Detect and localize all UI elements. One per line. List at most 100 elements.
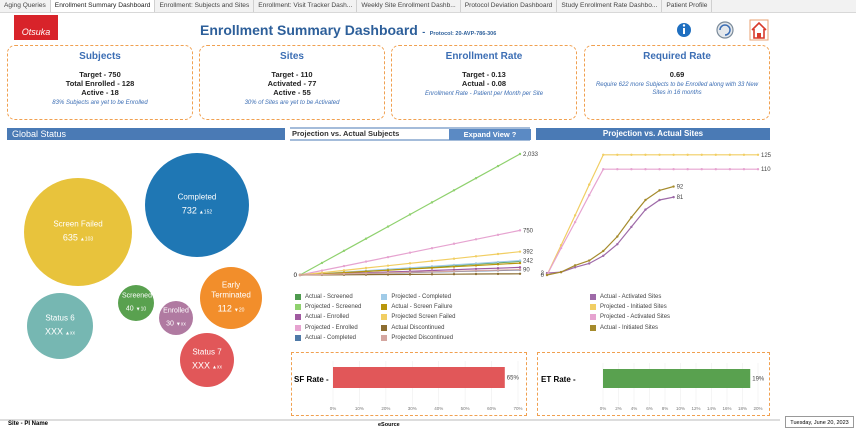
tab[interactable]: Patient Profile — [662, 0, 713, 12]
chart-title: Projection vs. Actual Sites — [536, 128, 770, 140]
bubble-change: ▼20 — [233, 307, 245, 314]
point — [342, 269, 346, 272]
card-line: Target - 750 — [79, 70, 121, 79]
data-label: 0 — [294, 273, 298, 279]
kpi-card: Enrollment Rate Target - 0.13 Actual - 0.0… — [391, 45, 577, 120]
point — [672, 185, 675, 188]
point — [496, 263, 500, 266]
point — [518, 259, 522, 262]
bubble-value-row: 40 ▼10 — [122, 305, 150, 315]
kpi-card: Sites Target - 110 Activated - 77 Active - … — [199, 45, 385, 120]
point — [452, 265, 456, 268]
point — [408, 213, 412, 216]
bubble-name: Status 6 — [45, 313, 75, 323]
point — [658, 198, 661, 202]
point — [452, 270, 456, 273]
point — [644, 168, 647, 171]
expand-view-button[interactable]: Expand View ? — [449, 129, 531, 140]
point — [658, 168, 661, 171]
card-line: Target - 110 — [271, 70, 313, 79]
data-label: 65% — [507, 376, 520, 382]
point — [588, 259, 591, 262]
point — [616, 235, 619, 238]
point — [616, 153, 619, 157]
point — [559, 246, 563, 250]
point — [496, 260, 500, 264]
bubble-value-row: 112 ▼20 — [204, 304, 258, 316]
bubble-value-row: 30 ▼xx — [163, 320, 189, 330]
point — [602, 254, 605, 257]
point — [588, 183, 591, 186]
card-line: Actual - 0.08 — [461, 79, 507, 88]
point — [672, 153, 675, 157]
legend-item: Actual Discontinued — [381, 323, 455, 333]
tab[interactable]: Protocol Deviation Dashboard — [461, 0, 558, 12]
point — [518, 229, 522, 232]
bubble-change: ▲152 — [198, 209, 213, 216]
data-label: 0 — [294, 273, 298, 279]
point — [474, 267, 478, 271]
legend-label: Projected - Initiated Sites — [600, 304, 667, 311]
tab[interactable]: Weekly Site Enrollment Dashb... — [357, 0, 461, 12]
point — [386, 264, 390, 267]
card-note: Enrollment Rate - Patient per Month per … — [424, 91, 544, 97]
legend-swatch — [590, 324, 596, 331]
point — [320, 261, 324, 265]
point — [430, 270, 434, 273]
legend: Actual - Screened Projected - Screened Act… — [295, 292, 455, 343]
data-label: 2 — [541, 271, 545, 277]
bubble-name: Completed — [177, 192, 217, 202]
point — [686, 153, 689, 157]
bubble — [145, 153, 249, 257]
point — [474, 177, 478, 180]
bubble-value-row: 635 ▲103 — [28, 233, 128, 245]
legend-label: Actual - Screen Failure — [391, 304, 453, 311]
card-line: Total Enrolled - 128 — [65, 79, 135, 88]
point — [616, 168, 619, 171]
point — [408, 267, 412, 271]
data-label: 90 — [523, 268, 530, 274]
tab[interactable]: Enrollment: Subjects and Sites — [155, 0, 255, 12]
bubble-value: 732 — [181, 205, 197, 216]
point — [320, 273, 324, 276]
point — [386, 269, 390, 272]
legend-item: Actual - Initiated Sites — [590, 323, 670, 333]
point — [672, 195, 675, 199]
protocol: Protocol: 20-AVP-786-306 — [429, 31, 497, 37]
point — [658, 153, 661, 157]
point — [342, 249, 346, 252]
card-line: Activated - 77 — [267, 79, 317, 88]
point — [644, 153, 647, 157]
tab[interactable]: Aging Queries — [0, 0, 51, 12]
bubble-value-row: XXX ▲xx — [31, 327, 89, 339]
x-tick-label: 4% — [631, 406, 638, 411]
x-tick-label: 8% — [662, 406, 669, 411]
bubble-change: ▼10 — [135, 306, 147, 313]
x-tick-label: 6% — [646, 406, 653, 411]
point — [430, 266, 434, 270]
bubble-change: ▲xx — [65, 330, 75, 337]
legend-item: Projected - Completed — [381, 292, 455, 302]
tab[interactable]: Study Enrollment Rate Dashbo... — [557, 0, 663, 12]
point — [364, 270, 368, 273]
point — [474, 269, 478, 272]
point — [602, 249, 605, 253]
point — [408, 262, 412, 265]
section-header: Global Status — [7, 128, 285, 140]
tab[interactable]: Enrollment Summary Dashboard — [50, 0, 156, 12]
point — [320, 269, 324, 272]
x-tick-label: 0% — [600, 406, 607, 411]
point — [616, 243, 619, 246]
tab[interactable]: Enrollment: Visit Tracker Dash... — [254, 0, 358, 12]
table-header: Site - PI Name — [8, 421, 49, 427]
x-tick-label: 12% — [691, 406, 700, 411]
x-tick-label: 50% — [461, 406, 470, 411]
point — [342, 272, 346, 276]
legend-item: Actual - Screened — [295, 292, 361, 302]
legend-swatch — [381, 304, 388, 311]
series-line — [546, 154, 758, 276]
bubble-value-row: XXX ▲xx — [184, 361, 230, 373]
point — [364, 237, 368, 240]
legend-swatch — [381, 314, 388, 321]
point — [559, 270, 563, 274]
